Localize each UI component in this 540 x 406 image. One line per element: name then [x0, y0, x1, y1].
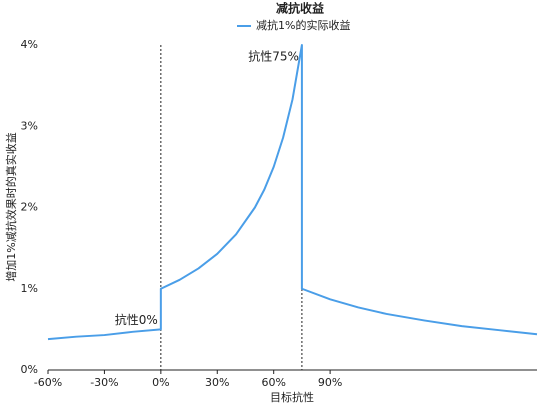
x-tick-label: 60% [261, 376, 285, 389]
data-line [47, 44, 538, 341]
x-tick-label: 90% [318, 376, 342, 389]
y-tick-label: 0% [21, 363, 38, 376]
y-tick-label: 2% [21, 201, 38, 214]
annotation: 抗性75% [248, 49, 299, 64]
y-tick-label: 3% [21, 119, 38, 132]
x-tick-label: -60% [34, 376, 62, 389]
annotation: 抗性0% [115, 312, 158, 327]
x-axis-label: 目标抗性 [270, 390, 314, 404]
x-tick-label: 30% [205, 376, 229, 389]
x-tick-label: -30% [90, 376, 118, 389]
y-tick-label: 4% [21, 38, 38, 51]
x-tick-label: 0% [152, 376, 169, 389]
legend-label: 减抗1%的实际收益 [256, 18, 350, 32]
y-tick-label: 1% [21, 282, 38, 295]
y-axis-label: 增加1%减抗效果时的真实收益 [4, 132, 18, 281]
chart-title: 减抗收益 [276, 1, 324, 16]
